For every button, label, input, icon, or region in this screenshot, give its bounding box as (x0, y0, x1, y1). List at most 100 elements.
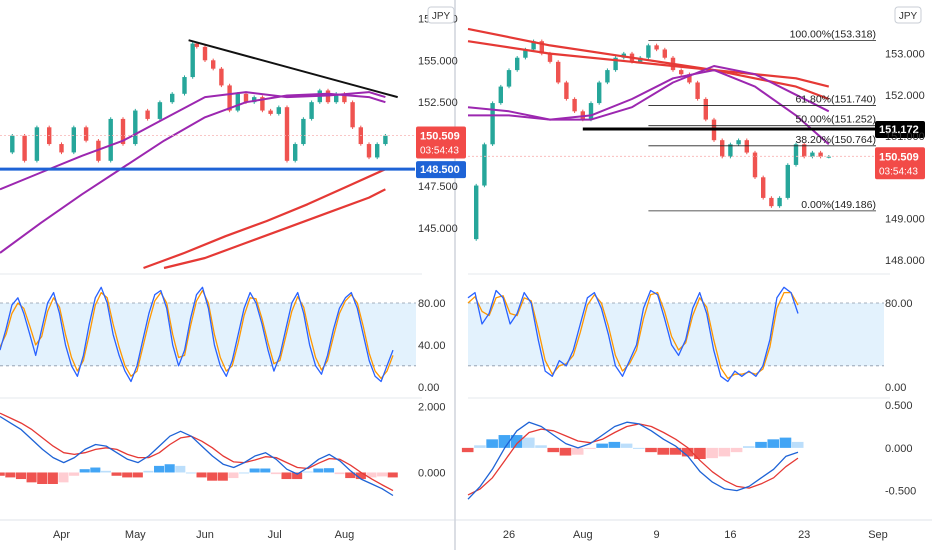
candle-body (802, 144, 807, 157)
macd-histogram-bar (26, 472, 37, 483)
candle-body (785, 164, 790, 198)
candle-body (227, 85, 232, 111)
y-tick-label: 145.000 (418, 223, 458, 235)
macd-histogram-bar (122, 472, 133, 478)
macd-histogram-bar (657, 447, 670, 455)
candle-body (588, 103, 594, 120)
last-price-value: 150.509 (879, 151, 919, 163)
macd-histogram-bar (111, 472, 122, 476)
macd-histogram-bar (377, 472, 388, 477)
y-tick-label: 40.00 (418, 340, 446, 352)
candle-body (539, 41, 544, 54)
candle-body (515, 57, 520, 71)
candle-body (22, 135, 27, 161)
macd-histogram-bar (5, 472, 16, 478)
candle-body (695, 82, 700, 99)
macd-line (0, 415, 394, 497)
candle-body (752, 152, 758, 178)
macd-histogram-bar (69, 472, 80, 476)
moving-average-purple (467, 65, 830, 121)
macd-histogram-bar (58, 472, 69, 483)
resistance-price-label: 151.172 (879, 124, 919, 136)
macd-histogram-bar (669, 447, 682, 455)
fibonacci-level-label: 0.00%(149.186) (801, 199, 876, 211)
macd-histogram-bar (498, 435, 511, 448)
macd-histogram-bar (154, 465, 165, 473)
candle-body (34, 127, 40, 161)
macd-histogram-bar (694, 447, 706, 459)
candle-body (59, 144, 64, 153)
support-price-label: 148.500 (420, 164, 460, 176)
candle-body (219, 68, 224, 86)
macd-histogram-bar (791, 441, 804, 448)
y-tick-label: 0.00 (885, 382, 906, 394)
macd-histogram-bar (228, 472, 239, 479)
macd-histogram-bar (596, 443, 608, 448)
candle-body (342, 93, 347, 103)
macd-histogram-bar (608, 441, 621, 448)
candle-body (268, 110, 273, 114)
last-price-badge (875, 147, 925, 180)
candle-body (375, 144, 380, 158)
macd-histogram-bar (164, 464, 175, 473)
candle-body (605, 70, 610, 83)
macd-histogram-bar (132, 472, 143, 478)
candle-body (301, 118, 306, 145)
macd-histogram-bar (387, 472, 398, 478)
x-tick-label: May (125, 529, 146, 541)
macd-histogram-bar (217, 472, 228, 481)
macd-histogram-bar (486, 439, 498, 448)
candle-body (211, 60, 216, 69)
moving-average-red (467, 27, 830, 101)
candle-body (744, 140, 749, 153)
macd-histogram-bar (706, 447, 718, 459)
candle-body (235, 93, 240, 111)
candle-body (276, 107, 281, 114)
candle-body (498, 86, 503, 104)
candle-body (687, 74, 692, 83)
moving-average-purple (0, 91, 386, 191)
macd-histogram-bar (681, 447, 694, 457)
candle-body (120, 118, 126, 145)
candle-body (202, 46, 208, 61)
macd-histogram-bar (645, 447, 657, 453)
candle-body (474, 185, 479, 240)
macd-histogram-bar (633, 447, 645, 449)
candle-body (10, 135, 15, 153)
macd-signal-line (0, 412, 394, 492)
fibonacci-level-label: 38.20%(150.764) (795, 134, 876, 146)
candle-body (761, 177, 766, 198)
macd-histogram-bar (755, 441, 767, 448)
candle-body (243, 93, 249, 103)
macd-histogram-bar (185, 472, 196, 474)
y-tick-label: 153.000 (885, 49, 925, 61)
macd-histogram-bar (0, 472, 5, 476)
x-tick-label: 23 (798, 529, 810, 541)
macd-histogram-bar (510, 435, 523, 448)
moving-average-purple (0, 92, 386, 254)
candle-body (564, 82, 569, 99)
candle-countdown: 03:54:43 (879, 166, 918, 177)
fibonacci-level-label: 100.00%(153.318) (790, 28, 876, 40)
macd-histogram-bar (779, 437, 792, 448)
candle-body (71, 127, 76, 153)
macd-histogram-bar (281, 472, 292, 480)
y-tick-label: 0.00 (418, 382, 439, 394)
candle-body (547, 53, 553, 62)
candle-body (613, 57, 618, 71)
macd-histogram-bar (743, 446, 755, 448)
x-tick-label: Jun (196, 529, 214, 541)
candle-body (736, 140, 741, 145)
macd-histogram-bar (584, 447, 596, 449)
stochastic-k-line (467, 286, 799, 383)
macd-histogram-bar (366, 472, 377, 478)
resistance-price-badge (875, 120, 925, 138)
macd-histogram-bar (15, 472, 27, 480)
candle-body (818, 152, 823, 157)
macd-histogram-bar (238, 472, 250, 474)
y-tick-label: 148.000 (885, 255, 925, 267)
x-tick-label: Apr (53, 529, 70, 541)
candle-body (383, 135, 388, 145)
candle-body (157, 102, 163, 119)
